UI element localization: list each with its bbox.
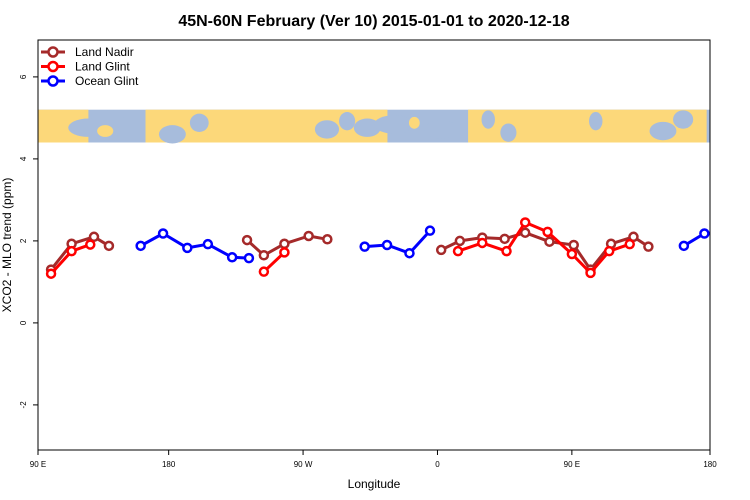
data-point (404, 247, 415, 259)
series-line (49, 235, 110, 271)
map-island (212, 118, 227, 131)
data-point (85, 239, 96, 250)
data-point (279, 238, 290, 250)
y-tick-label: 0 (19, 320, 28, 325)
data-point (603, 245, 615, 257)
map-island (97, 125, 114, 137)
legend-swatch-marker (47, 46, 59, 58)
series-land-glint (45, 217, 635, 279)
map-strip (38, 109, 710, 144)
data-point (454, 235, 466, 247)
data-point (699, 228, 710, 239)
data-point (519, 227, 531, 238)
data-point (243, 252, 255, 264)
data-point (226, 252, 238, 263)
map-inlet (500, 123, 517, 142)
x-tick-label: 90 E (30, 460, 46, 469)
data-point (544, 236, 555, 247)
x-tick-label: 180 (703, 460, 717, 469)
legend-swatch-marker (47, 60, 59, 73)
data-point (477, 237, 488, 249)
data-point (678, 240, 690, 252)
y-tick-label: 2 (19, 238, 28, 243)
chart-title: 45N-60N February (Ver 10) 2015-01-01 to … (178, 13, 569, 30)
data-point (566, 248, 578, 260)
data-point (424, 225, 436, 236)
data-point (624, 238, 635, 250)
series-land-nadir (45, 227, 654, 275)
data-point (241, 234, 253, 246)
data-point (585, 267, 596, 279)
data-point (643, 241, 654, 252)
data-point (499, 233, 510, 245)
series-line (440, 231, 650, 272)
x-axis-label: Longitude (348, 477, 401, 491)
legend-swatch-marker (47, 75, 59, 87)
legend-label: Land Nadir (75, 45, 134, 59)
data-point (452, 245, 464, 257)
data-point (542, 226, 553, 238)
series-layer (45, 217, 710, 279)
map-inlet (673, 110, 694, 129)
data-point (322, 234, 333, 245)
map-inlet (481, 110, 495, 129)
data-point (103, 240, 115, 252)
map-island (408, 116, 420, 129)
map-inlet (649, 121, 677, 141)
map-inlet (424, 120, 459, 139)
series-line (364, 229, 432, 255)
data-point (303, 230, 314, 242)
map-inlet (158, 125, 186, 144)
map-inlet (339, 111, 356, 131)
data-point (501, 245, 512, 257)
series-ocean-glint (135, 225, 710, 264)
data-point (157, 228, 169, 239)
data-point (135, 240, 146, 252)
data-point (435, 244, 447, 256)
data-point (381, 239, 393, 251)
x-axis: 90 E 180 90 W 0 90 E 180 (30, 450, 717, 469)
y-tick-label: -2 (19, 401, 28, 409)
data-point (258, 266, 270, 277)
x-tick-label: 90 W (294, 460, 313, 469)
data-point (568, 239, 579, 251)
data-point (66, 245, 77, 257)
data-point (182, 242, 193, 254)
data-point (359, 241, 370, 252)
y-axis: -2 0 2 4 6 (19, 74, 38, 408)
map-inlet (314, 120, 340, 139)
x-tick-label: 90 E (564, 460, 580, 469)
x-tick-label: 0 (435, 460, 440, 469)
map-island (691, 121, 702, 134)
map-inlet (189, 113, 209, 133)
plot-frame (37, 39, 711, 451)
x-tick-label: 180 (162, 460, 176, 469)
data-point (279, 247, 290, 258)
data-point (519, 217, 531, 228)
legend-label: Ocean Glint (75, 74, 139, 88)
data-point (88, 231, 100, 243)
map-inlet (374, 115, 415, 134)
data-point (45, 268, 57, 279)
y-tick-label: 4 (19, 156, 28, 161)
map-inlet (353, 118, 381, 137)
legend-label: Land Glint (75, 60, 130, 74)
y-tick-label: 6 (19, 74, 28, 79)
map-inlet (99, 110, 125, 129)
data-point (202, 238, 214, 250)
data-point (258, 250, 270, 261)
map-inlet (589, 111, 603, 131)
y-axis-label: XCO2 - MLO trend (ppm) (0, 178, 14, 313)
